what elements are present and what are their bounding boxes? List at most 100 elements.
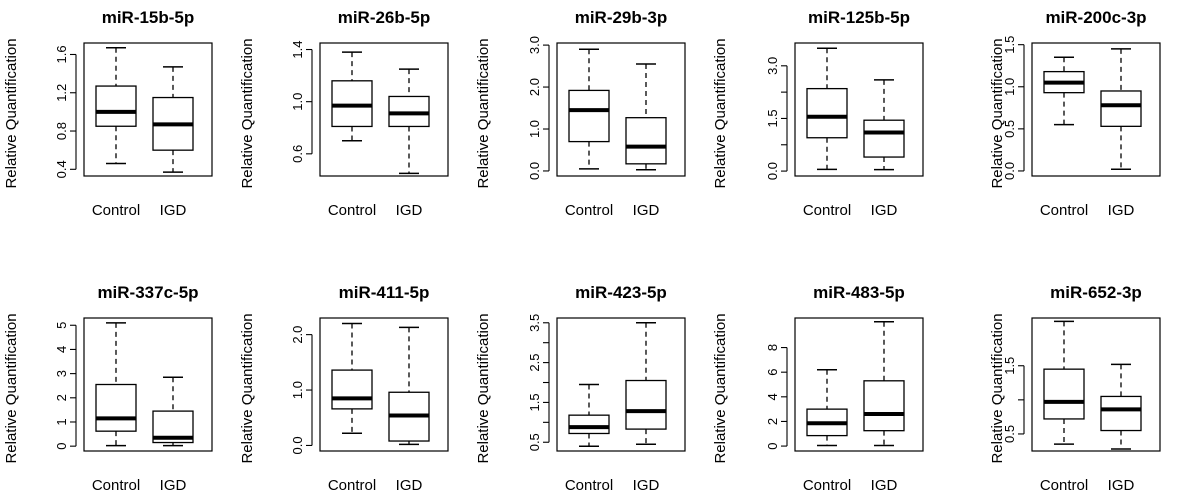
panel-title: miR-483-5p	[813, 283, 905, 302]
iqr-box	[806, 87, 848, 139]
iqr-box	[625, 117, 667, 165]
y-axis-label: Relative Quantification	[475, 313, 492, 463]
y-tick-label: 2	[765, 418, 780, 425]
iqr-box	[331, 369, 373, 410]
x-category-label: Control	[328, 477, 376, 492]
iqr-box	[863, 380, 905, 432]
plot-frame	[794, 317, 924, 452]
iqr-box	[95, 85, 137, 127]
panel-title: miR-411-5p	[339, 283, 430, 302]
y-tick-label: 2	[54, 394, 69, 401]
plot-frame	[83, 317, 213, 452]
y-tick-label: 1.0	[527, 120, 542, 138]
box-igd	[863, 320, 905, 447]
x-category-label: Control	[803, 477, 851, 492]
y-axis-label: Relative Quantification	[3, 38, 20, 188]
y-tick-label: 1.5	[765, 109, 780, 127]
panel-title: miR-26b-5p	[338, 8, 431, 27]
y-tick-label: 0.5	[1002, 120, 1017, 138]
box-igd	[1100, 48, 1142, 171]
y-tick-label: 0.8	[54, 122, 69, 140]
y-axis-label: Relative Quantification	[989, 313, 1006, 463]
y-tick-label: 0.0	[1002, 162, 1017, 180]
x-category-label: IGD	[160, 202, 187, 219]
y-tick-label: 1.6	[54, 45, 69, 63]
x-category-label: IGD	[396, 477, 423, 492]
box-igd	[625, 63, 667, 171]
panel-title: miR-423-5p	[575, 283, 667, 302]
y-tick-label: 0.0	[290, 436, 305, 454]
y-tick-label: 4	[765, 393, 780, 400]
iqr-box	[568, 89, 610, 143]
y-tick-label: 1.5	[1002, 357, 1017, 375]
y-axis-label: Relative Quantification	[475, 38, 492, 188]
iqr-box	[95, 383, 137, 432]
panel-6: miR-337c-5p Relative Quantification 0 1 2 3 4 5…	[3, 283, 213, 492]
plot-frame	[1031, 42, 1161, 177]
panel-3: miR-29b-3p Relative Quantification 0.0 1.0 2…	[475, 8, 686, 219]
y-tick-label: 1.0	[290, 381, 305, 399]
x-category-label: Control	[803, 202, 851, 219]
panel-1: miR-15b-5p Relative Quantification 0.4 0.8 1…	[3, 8, 213, 219]
x-category-label: IGD	[1108, 477, 1135, 492]
y-tick-label: 4	[54, 346, 69, 353]
y-axis-label: Relative Quantification	[712, 313, 729, 463]
panel-title: miR-652-3p	[1050, 283, 1142, 302]
panel-8: miR-423-5p Relative Quantification 0.5 1.5 2…	[475, 283, 686, 492]
iqr-box	[625, 379, 667, 430]
x-category-label: IGD	[633, 202, 660, 219]
x-category-label: Control	[1040, 477, 1088, 492]
x-category-label: IGD	[871, 477, 898, 492]
y-tick-label: 1.5	[1002, 36, 1017, 54]
box-control	[331, 322, 373, 435]
panel-title: miR-15b-5p	[102, 8, 195, 27]
panel-title: miR-125b-5p	[808, 8, 910, 27]
x-category-label: IGD	[160, 477, 187, 492]
y-axis-label: Relative Quantification	[239, 313, 256, 463]
y-tick-label: 0.6	[290, 145, 305, 163]
y-tick-label: 0.5	[527, 433, 542, 451]
y-tick-label: 1.0	[290, 93, 305, 111]
box-control	[568, 48, 610, 170]
x-category-label: Control	[92, 202, 140, 219]
plot-frame	[556, 317, 686, 452]
box-igd	[388, 326, 430, 446]
y-tick-label: 2.0	[290, 326, 305, 344]
y-tick-label: 3.0	[527, 36, 542, 54]
plot-frame	[319, 317, 449, 452]
box-control	[806, 47, 848, 171]
panel-title: miR-200c-3p	[1045, 8, 1146, 27]
box-igd	[1100, 363, 1142, 450]
box-control	[95, 47, 137, 165]
y-tick-label: 1.2	[54, 84, 69, 102]
plot-frame	[794, 42, 924, 177]
iqr-box	[863, 119, 905, 158]
y-tick-label: 2.5	[527, 354, 542, 372]
box-igd	[863, 79, 905, 171]
y-tick-label: 6	[765, 369, 780, 376]
box-control	[806, 368, 848, 447]
y-tick-label: 3.0	[765, 57, 780, 75]
iqr-box	[568, 414, 610, 435]
y-tick-label: 0.4	[54, 160, 69, 178]
x-category-label: IGD	[633, 477, 660, 492]
box-control	[1043, 56, 1085, 126]
box-control	[1043, 320, 1085, 445]
box-igd	[388, 68, 430, 175]
y-axis-label: Relative Quantification	[239, 38, 256, 188]
plot-frame	[1031, 317, 1161, 452]
x-category-label: Control	[92, 477, 140, 492]
x-category-label: Control	[565, 477, 613, 492]
x-category-label: Control	[1040, 202, 1088, 219]
y-axis-label: Relative Quantification	[712, 38, 729, 188]
x-category-label: Control	[328, 202, 376, 219]
panel-title: miR-29b-3p	[575, 8, 668, 27]
y-tick-label: 0.0	[765, 162, 780, 180]
y-tick-label: 2.0	[527, 78, 542, 96]
x-category-label: IGD	[396, 202, 423, 219]
y-tick-label: 3	[54, 370, 69, 377]
panel-7: miR-411-5p Relative Quantification 0.0 1.0 2…	[239, 283, 449, 492]
